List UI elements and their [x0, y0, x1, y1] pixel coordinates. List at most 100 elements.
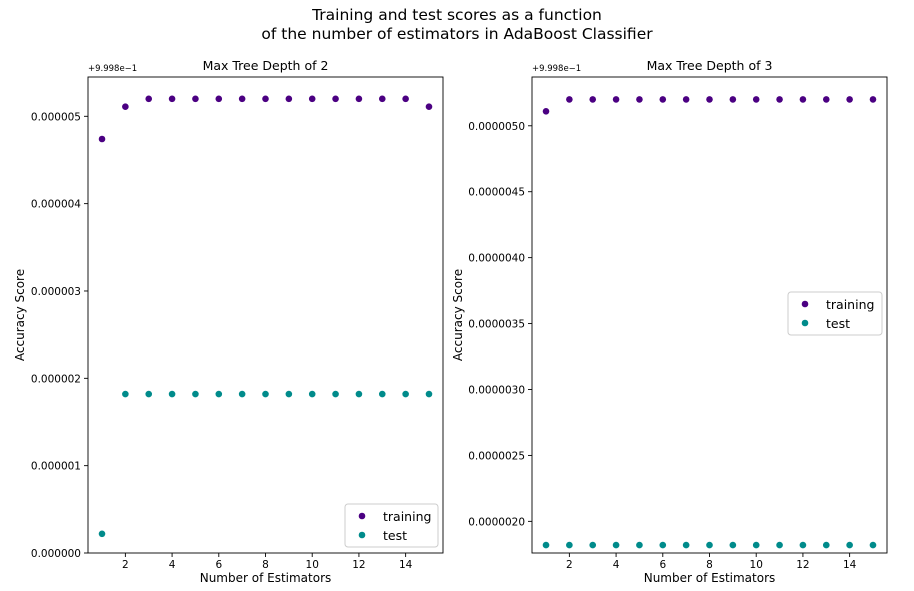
- panel2-legend-box: [787, 291, 883, 336]
- panel2-test-point: [799, 541, 807, 549]
- panel2-training-point: [612, 96, 620, 103]
- panel1-legend-marker-test: [358, 531, 366, 539]
- panel1-training-point: [122, 103, 129, 110]
- panel2-test-point: [659, 541, 667, 549]
- panel1-training-point: [145, 95, 153, 103]
- panel1-test-point: [122, 390, 129, 398]
- panel2-training-point: [752, 96, 760, 103]
- panel2-y-axis-label: Accuracy Score: [451, 269, 465, 361]
- panel1-training-point: [332, 95, 339, 103]
- panel2-y-tick-label: 0.0000050: [468, 121, 525, 133]
- figure-title: Training and test scores as a function o…: [261, 6, 653, 43]
- panel2-training-point: [706, 96, 713, 103]
- panel1-legend-marker-training: [358, 512, 366, 520]
- panel1-test-point: [425, 390, 433, 398]
- panel1-legend-box: [344, 503, 439, 548]
- panel2-legend-label-test: test: [826, 316, 850, 331]
- panel1-test-point: [238, 390, 246, 398]
- panel2-title: Max Tree Depth of 3: [647, 58, 773, 73]
- panel1-test-point: [262, 390, 269, 398]
- panel1-axes-frame: [87, 76, 444, 554]
- panel1-legend-label-test: test: [383, 528, 407, 543]
- panel1-test-point: [355, 390, 363, 398]
- panel2-training-point: [846, 96, 853, 103]
- panel1-test-point: [145, 390, 153, 398]
- panel2-x-tick-label: 2: [566, 559, 573, 571]
- panel1-training-point: [192, 95, 199, 103]
- panel1-x-tick-label: 12: [352, 559, 365, 571]
- panel1-training-point: [168, 95, 176, 103]
- panel2-test-point: [682, 541, 690, 549]
- panel1-y-tick-label: 0.000001: [31, 461, 81, 473]
- panel2-test-point: [729, 541, 737, 549]
- panel1-training-point: [238, 95, 246, 103]
- panel1-x-axis-label: Number of Estimators: [200, 571, 332, 585]
- panel2-y-tick-label: 0.0000020: [468, 516, 525, 528]
- panel2-training-point: [729, 96, 737, 103]
- panel2-x-tick-label: 8: [706, 559, 713, 571]
- panel1-y-tick-label: 0.000003: [31, 286, 81, 298]
- panel2-offset-label: +9.998e−1: [532, 64, 581, 74]
- panel1-training-point: [308, 95, 316, 103]
- panel1-training-point: [285, 95, 293, 103]
- panel1-x-tick-label: 10: [306, 559, 319, 571]
- panel2-training-point: [659, 96, 667, 103]
- panel2-y-tick-label: 0.0000045: [468, 187, 525, 199]
- panel1-test-point: [332, 390, 339, 398]
- panel2-test-point: [612, 541, 620, 549]
- panel2-y-tick-label: 0.0000040: [468, 253, 525, 265]
- panel2-x-tick-label: 14: [843, 559, 857, 571]
- panel2-training-point: [682, 96, 690, 103]
- panel2-training-point: [822, 96, 830, 103]
- panel1-y-tick-label: 0.000002: [31, 373, 81, 385]
- panel2-test-point: [846, 541, 853, 549]
- panel1-y-axis-label: Accuracy Score: [13, 269, 27, 361]
- panel1-test-point: [168, 390, 176, 398]
- panel2-x-axis-label: Number of Estimators: [644, 571, 776, 585]
- panel2-legend-label-training: training: [826, 297, 874, 312]
- panel2-training-point: [799, 96, 807, 103]
- panel1-x-tick-label: 4: [169, 559, 176, 571]
- panel2-training-point: [869, 96, 877, 103]
- panel2-y-tick-label: 0.0000030: [468, 384, 525, 396]
- panel1-legend-label-training: training: [383, 509, 431, 524]
- panel2-test-point: [636, 541, 643, 549]
- panel1-title: Max Tree Depth of 2: [203, 58, 329, 73]
- panel1-x-tick-label: 8: [262, 559, 269, 571]
- panel2-training-point: [542, 107, 550, 115]
- panel2-test-point: [776, 541, 783, 549]
- panel2-training-point: [776, 96, 783, 103]
- panel2-test-point: [589, 541, 597, 549]
- panel2-test-point: [542, 541, 550, 549]
- panel1-offset-label: +9.998e−1: [88, 64, 137, 74]
- panel2-x-tick-label: 4: [613, 559, 620, 571]
- panel1-training-point: [425, 103, 433, 110]
- panel1-test-point: [308, 390, 316, 398]
- panel1-x-tick-label: 2: [122, 559, 129, 571]
- panel1-test-point: [98, 530, 106, 538]
- panel2-x-tick-label: 6: [659, 559, 666, 571]
- panel2-test-point: [566, 541, 573, 549]
- panel2-x-tick-label: 12: [796, 559, 809, 571]
- panel1-test-point: [378, 390, 386, 398]
- panel2-test-point: [822, 541, 830, 549]
- panel1-x-tick-label: 14: [399, 559, 413, 571]
- panel1-training-point: [98, 135, 106, 143]
- panel2-test-point: [752, 541, 760, 549]
- panel2-test-point: [869, 541, 877, 549]
- panel1-y-tick-label: 0.000005: [31, 111, 81, 123]
- panel2-training-point: [636, 96, 643, 103]
- panel1-test-point: [402, 390, 409, 398]
- panel1-training-point: [355, 95, 363, 103]
- panel1-training-point: [402, 95, 409, 103]
- panel2-legend-marker-training: [801, 300, 809, 308]
- panel1-training-point: [215, 95, 223, 103]
- panel1-x-tick-label: 6: [215, 559, 222, 571]
- panel1-y-tick-label: 0.000004: [31, 199, 81, 211]
- panel2-training-point: [589, 96, 597, 103]
- panel1-test-point: [215, 390, 223, 398]
- panel2-legend-marker-test: [801, 319, 809, 327]
- panel1-training-point: [262, 95, 269, 103]
- panel2-y-tick-label: 0.0000035: [468, 319, 525, 331]
